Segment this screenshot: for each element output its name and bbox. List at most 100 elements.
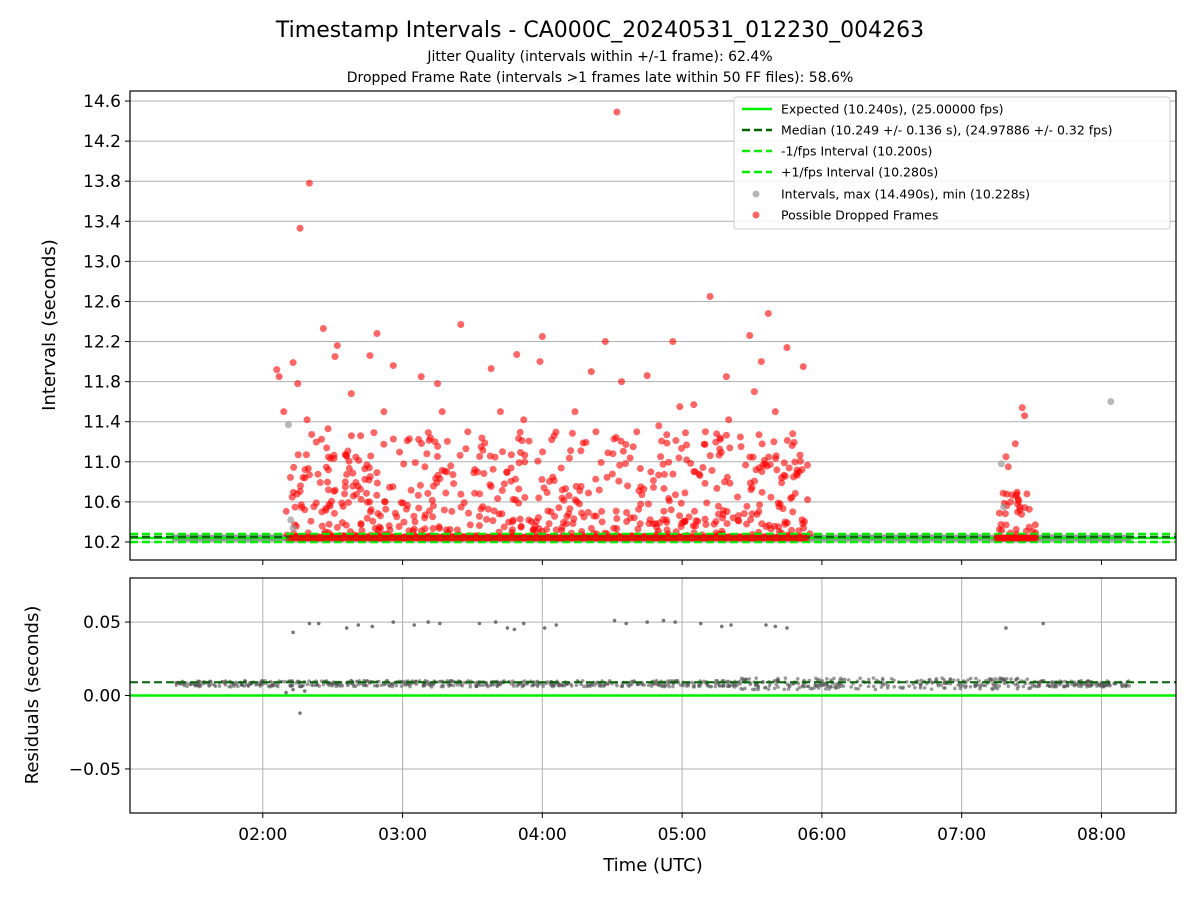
dropped-frame-point — [737, 443, 745, 451]
residual-point — [185, 681, 189, 686]
residual-point — [995, 686, 1000, 691]
dropped-frame-point — [314, 470, 322, 478]
dropped-frame-point — [325, 520, 333, 528]
residual-point — [1027, 686, 1031, 691]
residual-point — [1009, 677, 1013, 681]
dropped-frame-point — [330, 509, 338, 517]
dropped-frame-point — [418, 440, 426, 448]
dropped-frame-point — [318, 522, 326, 530]
dropped-frame-point — [676, 512, 684, 520]
dropped-frame-point — [555, 504, 563, 512]
dropped-frame-point — [755, 508, 763, 516]
residual-point — [1089, 682, 1094, 687]
residual-point — [297, 684, 302, 689]
dropped-frame-point — [613, 514, 621, 522]
residual-point — [198, 682, 203, 686]
dropped-frame-point — [507, 477, 515, 485]
residual-point — [455, 683, 459, 687]
dropped-frame-point — [369, 517, 377, 525]
dropped-frame-point — [449, 471, 457, 479]
residual-point — [1061, 684, 1066, 689]
residual-point — [922, 686, 927, 690]
dropped-frame-point — [525, 437, 533, 445]
dropped-frame-point — [798, 466, 806, 474]
chart-subtitle-dropped: Dropped Frame Rate (intervals >1 frames … — [347, 70, 854, 86]
dropped-frame-point — [552, 526, 560, 534]
dropped-frame-point — [357, 520, 365, 528]
dropped-frame-point — [587, 524, 595, 532]
dropped-frame-point — [765, 521, 773, 529]
residual-point — [892, 678, 896, 683]
residual-point — [207, 684, 211, 688]
dropped-frame-point — [740, 510, 748, 518]
top-y-tick-label: 13.0 — [83, 252, 121, 272]
x-tick-label: 05:00 — [658, 825, 707, 845]
legend-dropped-label: Possible Dropped Frames — [781, 208, 938, 223]
dropped-frame-point — [517, 448, 525, 456]
dropped-frame-point — [373, 330, 381, 338]
residual-point — [1065, 683, 1069, 688]
residual-point — [815, 683, 820, 688]
residual-point — [458, 683, 463, 687]
residual-point — [772, 686, 777, 691]
dropped-frame-point — [462, 445, 470, 453]
dropped-frame-point — [595, 486, 603, 494]
dropped-frame-point — [665, 495, 673, 503]
dropped-frame-point — [484, 505, 492, 513]
residual-point — [1049, 680, 1054, 685]
dropped-frame-point — [333, 342, 341, 350]
dropped-frame-point — [638, 491, 646, 499]
residual-point — [858, 683, 863, 688]
dropped-frame-point — [410, 512, 418, 520]
dropped-frame-point — [683, 456, 691, 464]
dropped-frame-point — [655, 422, 663, 430]
dropped-frame-point — [442, 489, 450, 497]
residual-point — [747, 677, 752, 681]
dropped-frame-point — [343, 452, 351, 460]
dropped-frame-point — [478, 434, 486, 442]
dropped-frame-point — [722, 373, 730, 381]
dropped-frame-point — [755, 464, 763, 472]
residual-point — [284, 690, 288, 695]
dropped-frame-point — [571, 408, 579, 416]
dropped-frame-point — [366, 498, 374, 506]
residual-point — [403, 683, 407, 687]
dropped-frame-point — [331, 486, 339, 494]
dropped-frame-point — [667, 506, 675, 514]
top-y-tick-label: 12.2 — [83, 333, 121, 353]
dropped-frame-point — [466, 521, 474, 529]
dropped-frame-point — [435, 524, 443, 532]
dropped-frame-point — [626, 454, 634, 462]
residual-point — [952, 678, 956, 683]
legend-minus-fps-label: -1/fps Interval (10.200s) — [781, 144, 932, 159]
dropped-frame-point — [1031, 521, 1039, 529]
dropped-frame-point — [424, 489, 432, 497]
residual-point — [1004, 626, 1008, 630]
dropped-frame-point — [736, 433, 744, 441]
dropped-frame-point — [330, 451, 338, 459]
residual-point — [541, 684, 545, 688]
dropped-frame-point — [706, 292, 714, 300]
dropped-frame-point — [791, 458, 799, 466]
residual-point — [620, 684, 625, 689]
residual-point — [309, 683, 314, 687]
residual-point — [698, 621, 703, 626]
residual-point — [802, 684, 807, 689]
dropped-frame-point — [624, 482, 632, 490]
dropped-frame-point — [773, 466, 781, 474]
dropped-frame-point — [1002, 521, 1010, 529]
residual-point — [818, 683, 822, 688]
legend-plus-fps-label: +1/fps Interval (10.280s) — [781, 165, 938, 180]
bottom-y-axis-label: Residuals (seconds) — [22, 606, 43, 785]
dropped-frame-point — [431, 438, 439, 446]
residual-point — [846, 678, 851, 682]
dropped-frame-point — [701, 428, 709, 436]
residual-point — [495, 683, 500, 688]
dropped-frame-point — [487, 365, 495, 373]
dropped-frame-point — [299, 473, 307, 481]
residual-point — [552, 683, 557, 688]
dropped-frame-point — [636, 465, 644, 473]
dropped-frame-point — [448, 507, 456, 515]
residual-point — [451, 683, 456, 688]
dropped-frame-point — [575, 500, 583, 508]
